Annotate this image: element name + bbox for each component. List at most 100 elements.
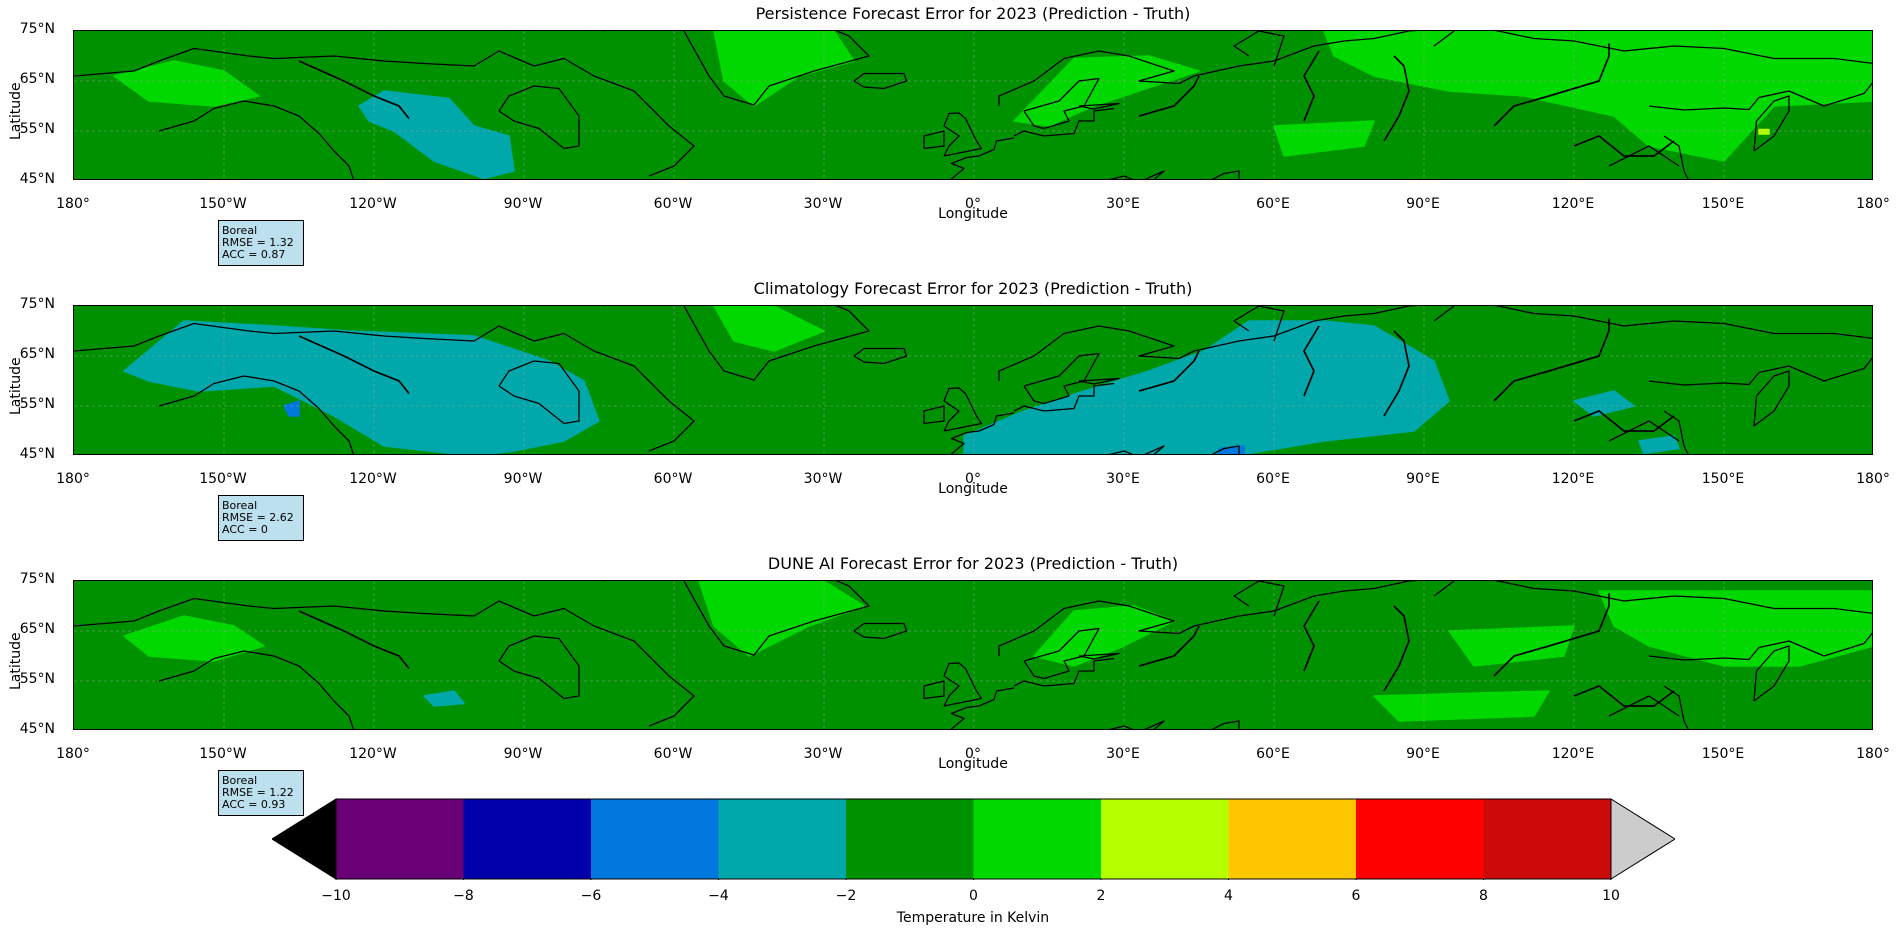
x-tick: 180° [1856,471,1890,487]
gridlines [74,581,1872,729]
x-tick: 0° [965,471,981,487]
x-tick: 120°W [349,196,397,212]
colorbar-tick: 2 [1096,888,1106,904]
map-svg [74,31,1872,179]
stats-acc: ACC = 0.87 [222,248,286,261]
colorbar-tick: −6 [580,888,602,904]
error-fields [123,306,1680,454]
map-panel-persistence: Persistence Forecast Error for 2023 (Pre… [0,0,1897,270]
x-tick: 60°W [653,746,693,762]
colorbar-bin [591,799,719,879]
colorbar-tick: −8 [453,888,474,904]
panel-title: Climatology Forecast Error for 2023 (Pre… [753,279,1193,298]
coastlines [74,581,1872,729]
colorbar-bin [973,799,1101,879]
map-plot [73,305,1873,455]
colorbar-bin [463,799,591,879]
x-tick: 60°W [653,471,693,487]
x-tick: 180° [56,746,90,762]
colorbar-bin [718,799,846,879]
y-tick: 75°N [19,571,55,587]
stats-box: Boreal RMSE = 1.22 ACC = 0.93 [218,770,304,816]
x-tick: 90°W [503,471,543,487]
y-tick: 45°N [19,446,55,462]
y-tick: 55°N [19,671,55,687]
map-plot [73,30,1873,180]
x-tick: 30°E [1106,746,1140,762]
x-tick: 30°E [1106,471,1140,487]
coastlines [74,31,1872,179]
colorbar-bin [846,799,974,879]
y-tick: 65°N [19,71,55,87]
x-tick: 90°W [503,196,543,212]
colorbar [272,798,1675,880]
x-tick: 150°E [1701,746,1745,762]
y-tick: 55°N [19,121,55,137]
colorbar-tick: 0 [969,888,978,904]
stats-rmse: RMSE = 1.22 [222,786,294,799]
colorbar-tick: −2 [835,888,857,904]
panel-title: DUNE AI Forecast Error for 2023 (Predict… [767,554,1179,573]
gridlines [74,31,1872,179]
y-tick: 75°N [19,296,55,312]
stats-box: Boreal RMSE = 2.62 ACC = 0 [218,495,304,541]
colorbar-bin [1101,799,1229,879]
x-tick: 120°E [1551,746,1595,762]
y-tick: 65°N [19,621,55,637]
colorbar-bin [1356,799,1484,879]
colorbar-bins [272,798,1675,880]
x-tick: 180° [56,471,90,487]
map-svg [74,581,1872,729]
x-tick: 0° [965,746,981,762]
colorbar-bin [1228,799,1356,879]
stats-region: Boreal [222,774,258,787]
colorbar-tick: 8 [1479,888,1488,904]
map-panel-climatology: Climatology Forecast Error for 2023 (Pre… [0,275,1897,545]
x-tick: 120°W [349,746,397,762]
colorbar-over-arrow [1610,798,1675,880]
stats-rmse: RMSE = 1.32 [222,236,294,249]
x-tick: 90°W [503,746,543,762]
x-tick: 30°W [803,746,843,762]
stats-acc: ACC = 0 [222,523,268,536]
map-svg [74,306,1872,454]
map-panel-dune-ai: DUNE AI Forecast Error for 2023 (Predict… [0,550,1897,820]
panel-title: Persistence Forecast Error for 2023 (Pre… [755,4,1191,23]
x-tick: 60°E [1256,196,1290,212]
colorbar-tick: −4 [708,888,729,904]
x-tick: 180° [1856,746,1890,762]
gridlines [74,306,1872,454]
x-tick: 30°W [803,471,843,487]
stats-rmse: RMSE = 2.62 [222,511,294,524]
x-tick: 150°E [1701,196,1745,212]
x-tick: 150°W [199,196,247,212]
x-tick: 120°E [1551,471,1595,487]
x-axis-label: Longitude [938,756,1008,772]
x-tick: 120°E [1551,196,1595,212]
x-tick: 150°W [199,746,247,762]
colorbar-under-arrow [272,798,337,880]
colorbar-bin [336,799,464,879]
colorbar-tick: −10 [321,888,351,904]
y-tick: 45°N [19,721,55,737]
colorbar-tick: 10 [1602,888,1620,904]
colorbar-bin [1483,799,1611,879]
map-plot [73,580,1873,730]
colorbar-tick: 6 [1351,888,1361,904]
x-tick: 120°W [349,471,397,487]
y-tick: 55°N [19,396,55,412]
stats-region: Boreal [222,499,258,512]
x-tick: 180° [56,196,90,212]
y-tick: 75°N [19,21,55,37]
colorbar-label: Temperature in Kelvin [896,910,1050,926]
error-fields [113,31,1872,179]
x-tick: 0° [965,196,981,212]
stats-region: Boreal [222,224,258,237]
x-tick: 60°W [653,196,693,212]
x-tick: 60°E [1256,471,1290,487]
x-tick: 30°W [803,196,843,212]
x-tick: 90°E [1406,471,1440,487]
y-tick: 45°N [19,171,55,187]
stats-box: Boreal RMSE = 1.32 ACC = 0.87 [218,220,304,266]
x-tick: 90°E [1406,746,1440,762]
